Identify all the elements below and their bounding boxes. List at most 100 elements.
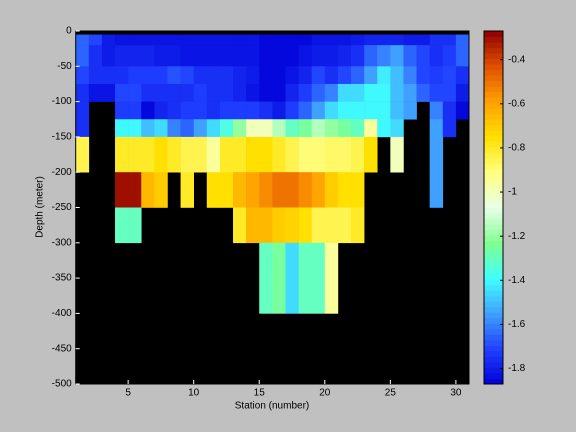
colorbar-swatch: [484, 317, 503, 324]
heatmap-cell: [337, 207, 352, 244]
colorbar-swatch: [484, 290, 503, 297]
heatmap-cell: [101, 66, 116, 85]
colorbar-tick-label: -1.6: [508, 319, 526, 330]
heatmap-cell: [311, 172, 326, 208]
heatmap-cell: [324, 83, 339, 102]
heatmap-cell: [206, 66, 221, 85]
colorbar-tick-label: -0.8: [508, 143, 526, 154]
heatmap-cell: [180, 101, 194, 120]
heatmap-cell: [351, 101, 365, 120]
colorbar-frame: [483, 30, 504, 385]
colorbar-swatch: [484, 251, 503, 258]
colorbar-swatch: [484, 119, 503, 126]
heatmap-cell: [311, 83, 326, 102]
colorbar-swatch: [484, 53, 503, 60]
heatmap-cell: [128, 101, 142, 120]
heatmap-cell: [351, 172, 365, 208]
colorbar-swatch: [484, 102, 503, 109]
heatmap-cell: [272, 172, 286, 208]
heatmap-cell: [141, 119, 155, 138]
heatmap-cell: [337, 136, 352, 173]
heatmap-cell: [233, 83, 247, 102]
heatmap-cell: [364, 119, 378, 138]
colorbar-tick-label: -1.4: [508, 275, 526, 286]
heatmap-cell: [233, 66, 247, 85]
colorbar-swatch: [484, 201, 503, 208]
heatmap-cell: [246, 207, 260, 244]
heatmap-cell: [272, 119, 286, 138]
heatmap-cell: [442, 83, 457, 102]
heatmap-cell: [351, 136, 365, 173]
heatmap-cell: [259, 66, 273, 85]
heatmap-cell: [311, 45, 326, 67]
heatmap-cell: [246, 119, 260, 138]
colorbar-swatch: [484, 157, 503, 164]
heatmap-cell: [75, 136, 90, 173]
colorbar-swatch: [484, 196, 503, 203]
heatmap-cell: [154, 45, 168, 67]
y-tick-label: -250: [52, 202, 72, 213]
colorbar-swatch: [484, 152, 503, 159]
heatmap-cell: [193, 101, 208, 120]
heatmap-cell: [75, 83, 90, 102]
heatmap-cell: [233, 136, 247, 173]
colorbar-swatch: [484, 268, 503, 275]
heatmap-cell: [75, 101, 90, 120]
heatmap-cell: [429, 34, 444, 46]
heatmap-cell: [128, 119, 142, 138]
colorbar-swatch: [484, 36, 503, 43]
heatmap-cell: [167, 34, 181, 46]
heatmap-cell: [115, 207, 129, 244]
heatmap-cell: [403, 101, 417, 120]
heatmap-cell: [442, 45, 457, 67]
heatmap-cell: [364, 136, 378, 173]
heatmap-cell: [285, 242, 299, 314]
heatmap-cell: [233, 101, 247, 120]
heatmap-cell: [219, 83, 234, 102]
colorbar-swatch: [484, 179, 503, 186]
heatmap-cell: [285, 66, 299, 85]
colorbar-swatch: [484, 257, 503, 264]
heatmap-cell: [337, 101, 352, 120]
heatmap-cell: [272, 242, 286, 314]
heatmap-cell: [377, 119, 391, 138]
heatmap-cell: [442, 119, 457, 138]
colorbar-swatch: [484, 174, 503, 181]
heatmap-cell: [324, 119, 339, 138]
y-tick-label: -50: [57, 61, 72, 72]
colorbar-swatch: [484, 295, 503, 302]
heatmap-cell: [364, 83, 378, 102]
heatmap-cell: [337, 119, 352, 138]
heatmap-cell: [206, 45, 221, 67]
colorbar-swatch: [484, 97, 503, 104]
heatmap-cell: [246, 66, 260, 85]
x-tick-label: 5: [125, 388, 131, 399]
heatmap-cell: [324, 242, 339, 314]
heatmap-cell: [429, 45, 444, 67]
heatmap-cell: [311, 66, 326, 85]
heatmap-cell: [88, 83, 103, 102]
heatmap-cell: [141, 34, 155, 46]
heatmap-cell: [115, 136, 129, 173]
x-tick-label: 10: [188, 388, 200, 399]
heatmap-cell: [233, 207, 247, 244]
colorbar-swatch: [484, 312, 503, 319]
heatmap-cell: [154, 66, 168, 85]
heatmap-cell: [180, 136, 194, 173]
heatmap-cell: [128, 66, 142, 85]
colorbar-tick-label: -1: [508, 187, 517, 198]
heatmap-cell: [141, 45, 155, 67]
heatmap-cell: [246, 136, 260, 173]
heatmap-cell: [180, 45, 194, 67]
heatmap-cell: [390, 136, 404, 173]
heatmap-cell: [272, 66, 286, 85]
heatmap-cell: [206, 83, 221, 102]
heatmap-cell: [272, 136, 286, 173]
colorbar-tick-label: -1.8: [508, 363, 526, 374]
heatmap-cell: [101, 83, 116, 102]
heatmap-cell: [285, 45, 299, 67]
heatmap-cell: [219, 45, 234, 67]
heatmap-cell: [154, 34, 168, 46]
heatmap-cell: [377, 83, 391, 102]
